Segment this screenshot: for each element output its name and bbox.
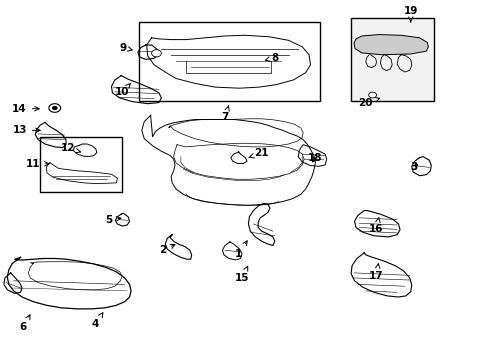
Bar — [40, 137, 122, 192]
Text: 12: 12 — [60, 143, 81, 153]
Polygon shape — [354, 211, 399, 237]
Text: 1: 1 — [234, 241, 247, 259]
Text: 13: 13 — [12, 125, 40, 135]
Text: 16: 16 — [368, 218, 383, 234]
Circle shape — [52, 106, 57, 110]
Text: 6: 6 — [20, 315, 30, 332]
Polygon shape — [298, 145, 326, 166]
Bar — [350, 18, 433, 101]
Text: 4: 4 — [91, 313, 102, 329]
Text: 18: 18 — [307, 153, 322, 163]
Text: 10: 10 — [115, 84, 130, 97]
Text: 17: 17 — [368, 264, 383, 281]
Text: 2: 2 — [159, 244, 175, 255]
Text: 11: 11 — [25, 159, 49, 169]
Polygon shape — [353, 35, 427, 55]
Text: 5: 5 — [105, 215, 121, 225]
Text: 21: 21 — [248, 148, 268, 158]
Text: 20: 20 — [357, 98, 379, 108]
Text: 19: 19 — [403, 6, 417, 22]
Circle shape — [151, 50, 161, 57]
Circle shape — [368, 92, 376, 98]
Text: 14: 14 — [12, 104, 39, 114]
Bar — [139, 22, 320, 101]
Text: 7: 7 — [221, 106, 229, 122]
Text: 8: 8 — [265, 53, 278, 63]
Text: 9: 9 — [119, 42, 132, 53]
Text: 3: 3 — [410, 162, 417, 172]
Circle shape — [49, 104, 61, 112]
Text: 15: 15 — [234, 266, 249, 283]
